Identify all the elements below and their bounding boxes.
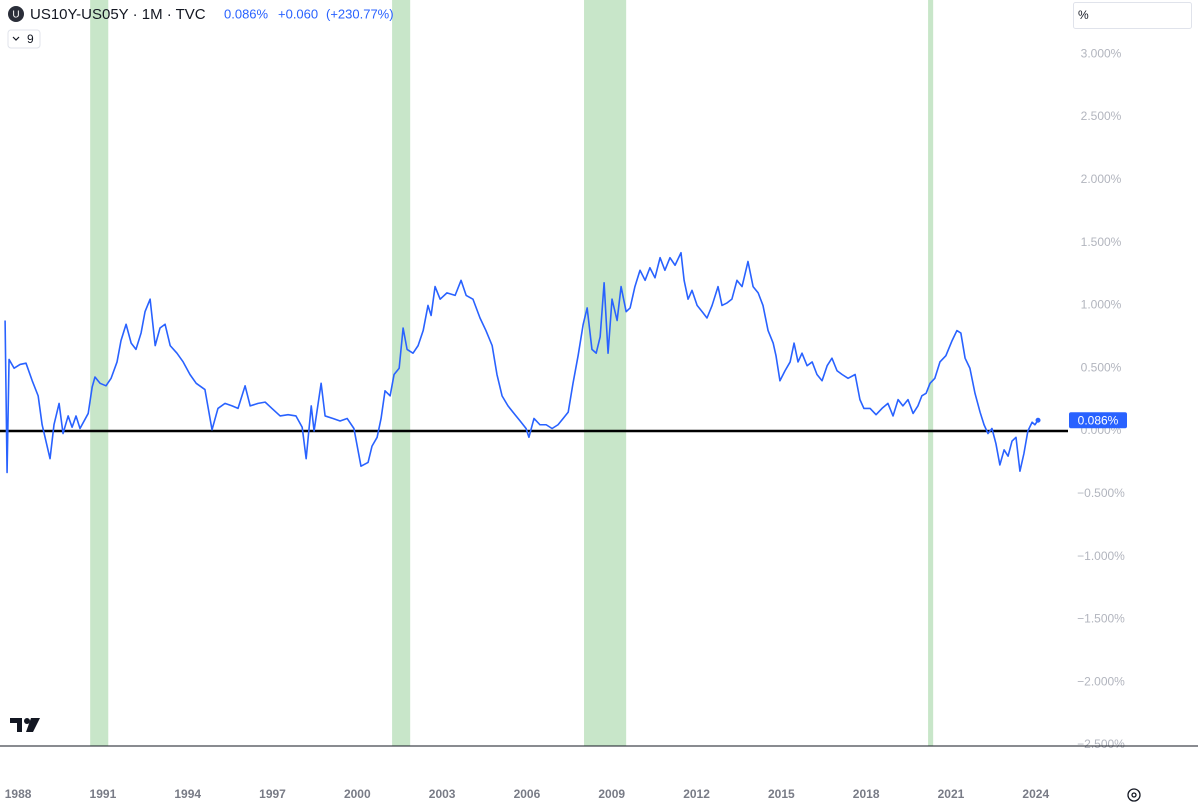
chevron-icon [12, 36, 20, 41]
indicators-toggle[interactable] [7, 29, 41, 49]
x-tick-label: 2024 [1022, 787, 1049, 801]
y-tick-label: 2.500% [1081, 109, 1122, 123]
last-value-badge [1069, 412, 1127, 429]
y-tick-label: −0.500% [1077, 486, 1125, 500]
gear-inner [1131, 792, 1137, 798]
y-tick-label: −1.500% [1077, 612, 1125, 626]
x-tick-label: 1997 [259, 787, 286, 801]
recession-band [90, 0, 109, 746]
x-tick-label: 2021 [938, 787, 965, 801]
header-change: +0.060 [278, 6, 318, 21]
x-tick-label: 1994 [174, 787, 201, 801]
series-line [4, 251, 1039, 474]
scale-mode: % [1078, 8, 1089, 22]
gear-outer [1127, 788, 1141, 802]
x-tick-label: 2012 [683, 787, 710, 801]
x-tick-label: 2003 [429, 787, 456, 801]
y-tick-label: 1.500% [1081, 235, 1122, 249]
x-tick-label: 2000 [344, 787, 371, 801]
y-tick-label: 3.000% [1081, 46, 1122, 60]
y-axis: 3.000%2.500%2.000%1.500%1.000%0.500%0.00… [1077, 46, 1125, 751]
recession-band [584, 0, 627, 746]
x-tick-label: 2018 [853, 787, 880, 801]
x-tick-label: 1988 [5, 787, 32, 801]
logo-part [24, 718, 30, 724]
y-tick-label: 1.000% [1081, 298, 1122, 312]
logo-part [26, 718, 40, 732]
settings-icon[interactable] [1127, 788, 1141, 802]
last-value-label: 0.086% [1078, 413, 1119, 427]
x-tick-label: 1991 [90, 787, 117, 801]
y-tick-label: −1.000% [1077, 549, 1125, 563]
x-tick-label: 2015 [768, 787, 795, 801]
y-tick-label: 2.000% [1081, 172, 1122, 186]
x-tick-label: 2006 [514, 787, 541, 801]
y-tick-label: 0.500% [1081, 360, 1122, 374]
scale-input[interactable] [1073, 2, 1192, 29]
header-change-pct: (+230.77%) [326, 6, 394, 21]
recession-band [392, 0, 411, 746]
y-tick-label: −2.000% [1077, 674, 1125, 688]
x-axis: 1988 1991 1994 1997 2000 2003 2006 2009 2012 2015… [5, 787, 1050, 801]
tv-logo [10, 718, 40, 732]
x-tick-label: 2009 [598, 787, 625, 801]
logo-part [10, 718, 22, 732]
symbol-icon [8, 6, 24, 22]
header-value: 0.086% [224, 6, 269, 21]
y-tick-label: −2.500% [1077, 737, 1125, 751]
last-point [1035, 417, 1041, 423]
plot [0, 251, 1068, 474]
recession-band [928, 0, 934, 746]
symbol-icon-letter: U [12, 10, 19, 21]
bands [90, 0, 934, 746]
indicator-count: 9 [27, 32, 34, 46]
symbol-title[interactable]: US10Y-US05Y · 1M · TVC [30, 6, 206, 23]
